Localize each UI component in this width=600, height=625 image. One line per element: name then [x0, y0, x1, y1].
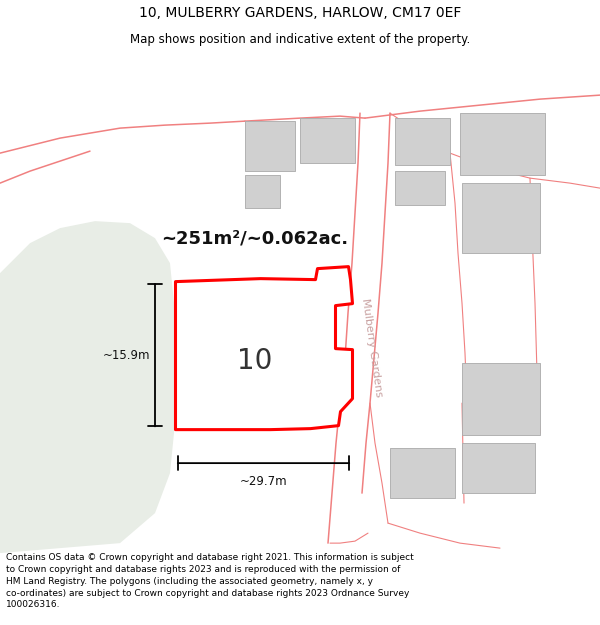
Text: ~251m²/~0.062ac.: ~251m²/~0.062ac.	[161, 229, 349, 247]
Text: 10, MULBERRY GARDENS, HARLOW, CM17 0EF: 10, MULBERRY GARDENS, HARLOW, CM17 0EF	[139, 6, 461, 20]
Text: ~15.9m: ~15.9m	[103, 349, 150, 362]
Text: Map shows position and indicative extent of the property.: Map shows position and indicative extent…	[130, 33, 470, 46]
Text: 10: 10	[238, 347, 272, 375]
Text: ~29.7m: ~29.7m	[239, 474, 287, 488]
Text: Mulberry Gardens: Mulberry Gardens	[360, 298, 384, 398]
Text: Contains OS data © Crown copyright and database right 2021. This information is : Contains OS data © Crown copyright and d…	[6, 553, 414, 609]
